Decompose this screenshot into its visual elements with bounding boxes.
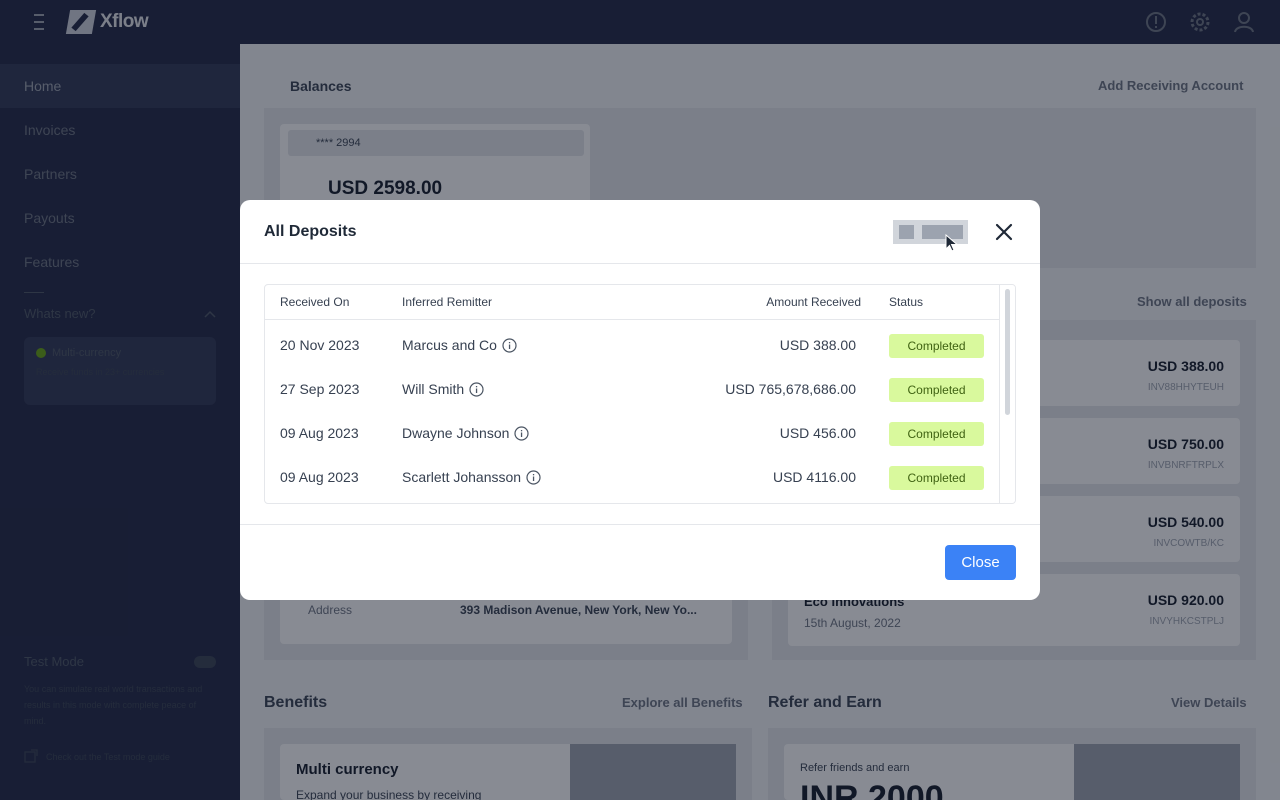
received-on-cell: 09 Aug 2023	[280, 469, 359, 485]
close-icon[interactable]	[992, 220, 1016, 244]
column-remitter: Inferred Remitter	[402, 295, 493, 309]
modal-footer: Close	[240, 524, 1040, 600]
amount-cell: USD 765,678,686.00	[725, 381, 856, 397]
mouse-cursor-icon	[945, 233, 959, 257]
info-icon[interactable]	[526, 469, 541, 485]
received-on-cell: 09 Aug 2023	[280, 425, 359, 441]
amount-cell: USD 4116.00	[772, 469, 856, 485]
table-row: 27 Sep 2023 Will Smith USD 765,678,686.0…	[265, 368, 999, 412]
modal-header: All Deposits	[240, 200, 1040, 264]
remitter-cell: Will Smith	[402, 381, 484, 397]
remitter-name: Marcus and Co	[402, 337, 497, 353]
status-badge: Completed	[889, 466, 984, 490]
remitter-cell: Scarlett Johansson	[402, 469, 541, 485]
table-row: 09 Aug 2023 Dwayne Johnson USD 456.00 Co…	[265, 412, 999, 456]
close-button[interactable]: Close	[945, 545, 1016, 580]
scrollbar-thumb[interactable]	[1005, 289, 1010, 415]
amount-cell: USD 456.00	[779, 425, 856, 441]
column-received-on: Received On	[280, 295, 350, 309]
column-status: Status	[889, 295, 924, 309]
all-deposits-modal: All Deposits Received On Inferred Remitt…	[240, 200, 1040, 600]
modal-title: All Deposits	[264, 223, 357, 240]
status-badge: Completed	[889, 334, 984, 358]
column-amount: Amount Received	[766, 295, 861, 309]
received-on-cell: 27 Sep 2023	[280, 381, 360, 397]
remitter-name: Dwayne Johnson	[402, 425, 510, 441]
received-on-cell: 20 Nov 2023	[280, 337, 360, 353]
table-scrollbar[interactable]	[999, 285, 1015, 503]
info-icon[interactable]	[469, 381, 484, 397]
amount-cell: USD 388.00	[779, 337, 856, 353]
info-icon[interactable]	[502, 337, 517, 353]
table-header: Received On Inferred Remitter Amount Rec…	[265, 285, 999, 320]
remitter-name: Scarlett Johansson	[402, 469, 522, 485]
remitter-cell: Marcus and Co	[402, 337, 517, 353]
header-control-placeholder[interactable]	[893, 220, 968, 244]
remitter-cell: Dwayne Johnson	[402, 425, 530, 441]
status-badge: Completed	[889, 422, 984, 446]
table-row: 20 Nov 2023 Marcus and Co USD 388.00 Com…	[265, 324, 999, 368]
table-row: 09 Aug 2023 Scarlett Johansson USD 4116.…	[265, 456, 999, 500]
remitter-name: Will Smith	[402, 381, 465, 397]
deposits-table: Received On Inferred Remitter Amount Rec…	[264, 284, 1016, 504]
info-icon[interactable]	[514, 425, 530, 441]
status-badge: Completed	[889, 378, 984, 402]
